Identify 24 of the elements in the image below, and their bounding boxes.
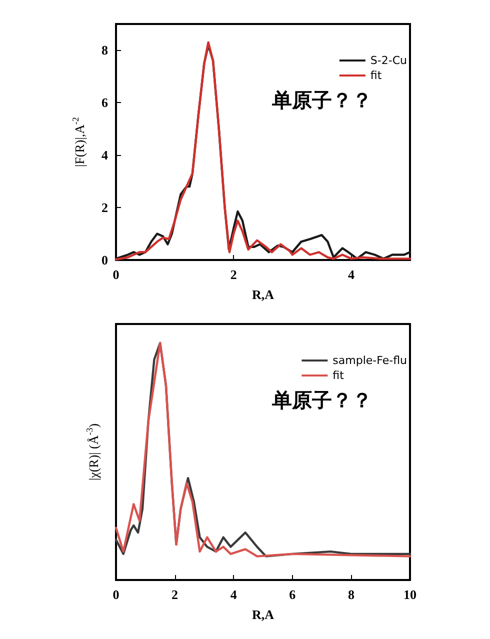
annotation: 单原子？？ [271,388,372,412]
x-tick-label: 8 [348,587,355,602]
x-tick-label: 4 [230,587,238,602]
legend-label: fit [370,69,382,82]
x-tick-label: 2 [172,587,178,602]
y-axis-title: |F(R)|,A-2 [70,117,87,167]
x-tick-label: 0 [112,267,120,282]
y-tick-label: 6 [102,95,108,110]
annotation: 单原子？？ [271,88,372,112]
y-tick-label: 2 [102,200,108,216]
x-tick-label: 6 [289,587,296,602]
x-tick-label: 4 [348,267,355,282]
x-axis-title: R,A [252,607,275,622]
y-tick-label: 4 [102,148,108,163]
legend-label: fit [332,369,345,382]
x-axis-title: R,A [252,287,275,302]
y-tick-label: 0 [102,252,108,268]
legend-label: sample-Fe-flu [332,354,408,367]
y-tick-label: 8 [102,42,108,58]
x-tick-label: 0 [112,587,120,602]
x-tick-label: 10 [404,587,416,602]
x-tick-label: 2 [230,267,237,282]
y-axis-title: |χ(R)| (Å-3) [84,423,101,481]
legend-label: S-2-Cu [370,54,408,67]
